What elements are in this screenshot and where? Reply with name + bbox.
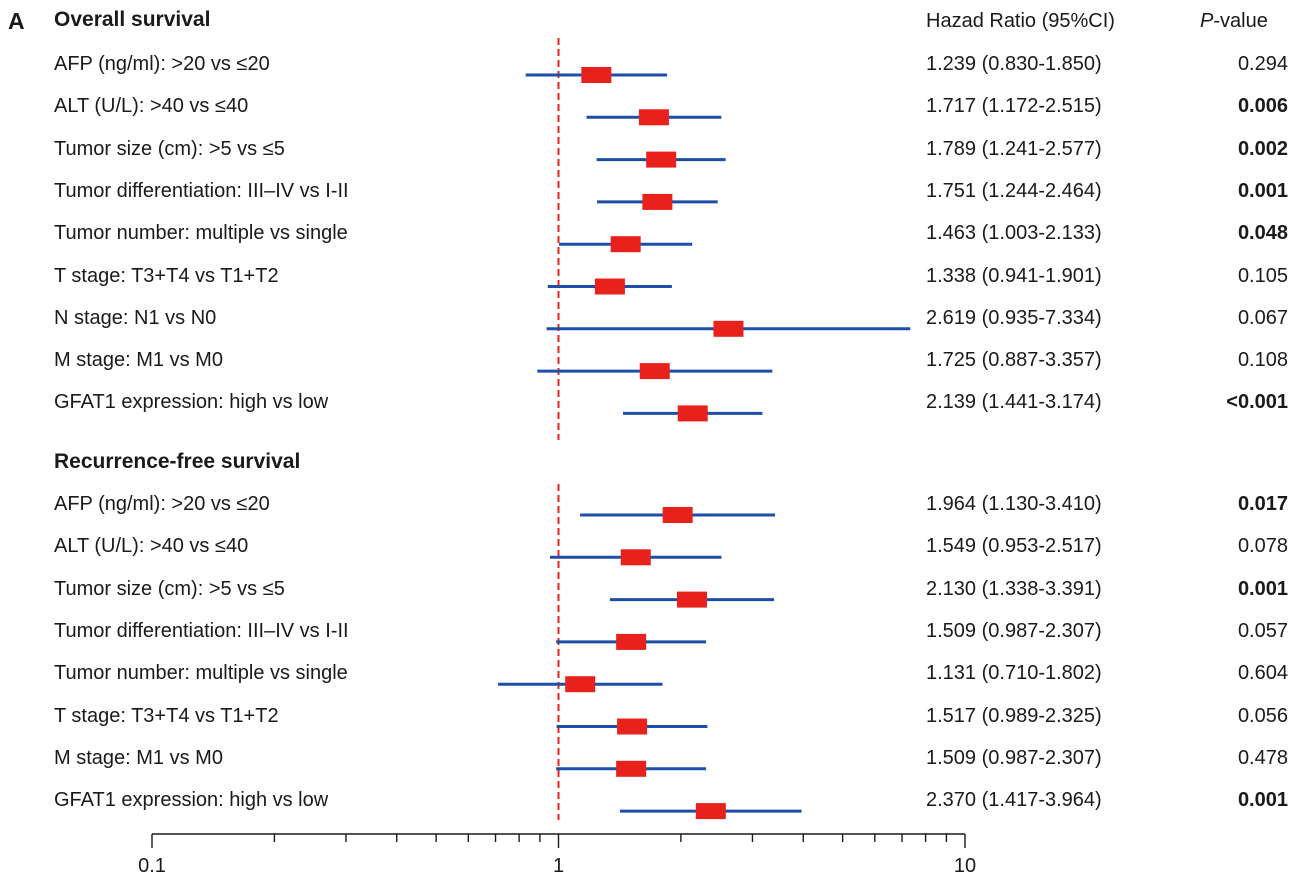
p-value-text: 0.001 — [1237, 577, 1288, 600]
row-label: M stage: M1 vs M0 — [54, 349, 223, 372]
hazard-ratio-text: 1.131 (0.710-1.802) — [926, 662, 1102, 685]
p-value-text: 0.604 — [1237, 662, 1288, 685]
row-label: Tumor size (cm): >5 vs ≤5 — [54, 577, 285, 600]
hazard-ratio-box — [638, 109, 669, 126]
row-label: T stage: T3+T4 vs T1+T2 — [54, 704, 279, 727]
hazard-ratio-text: 2.130 (1.338-3.391) — [926, 577, 1102, 600]
p-value-text: 0.017 — [1237, 493, 1288, 515]
p-value-text: <0.001 — [1226, 391, 1288, 414]
row-label: Tumor size (cm): >5 vs ≤5 — [54, 137, 285, 160]
hazard-ratio-text: 1.509 (0.987-2.307) — [926, 746, 1102, 769]
hazard-ratio-text: 1.789 (1.241-2.577) — [926, 137, 1102, 160]
row-label: AFP (ng/ml): >20 vs ≤20 — [54, 493, 270, 515]
hazard-ratio-box — [620, 549, 651, 566]
hazard-ratio-box — [565, 676, 596, 693]
hazard-ratio-text: 1.239 (0.830-1.850) — [926, 53, 1102, 75]
hazard-ratio-box — [610, 236, 641, 253]
hazard-ratio-text: 1.517 (0.989-2.325) — [926, 704, 1102, 727]
p-value-text: 0.067 — [1237, 306, 1288, 329]
hazard-ratio-box — [676, 591, 707, 608]
hazard-ratio-box — [695, 803, 726, 820]
row-label: AFP (ng/ml): >20 vs ≤20 — [54, 53, 270, 75]
hazard-ratio-text: 1.717 (1.172-2.515) — [926, 95, 1102, 118]
x-tick-label: 10 — [954, 855, 976, 877]
row-label: T stage: T3+T4 vs T1+T2 — [54, 264, 279, 287]
hazard-ratio-text: 1.509 (0.987-2.307) — [926, 619, 1102, 642]
row-label: N stage: N1 vs N0 — [54, 306, 217, 329]
hazard-ratio-box — [642, 193, 673, 210]
hazard-ratio-text: 1.964 (1.130-3.410) — [926, 493, 1102, 515]
hazard-ratio-box — [662, 507, 693, 523]
row-label: Tumor differentiation: III–IV vs I-II — [54, 179, 349, 202]
row-label: GFAT1 expression: high vs low — [54, 789, 329, 812]
p-value-text: 0.057 — [1237, 619, 1288, 642]
row-label: ALT (U/L): >40 vs ≤40 — [54, 535, 249, 558]
hazard-ratio-text: 1.725 (0.887-3.357) — [926, 349, 1102, 372]
p-value-text: 0.078 — [1237, 535, 1288, 558]
hazard-ratio-box — [677, 405, 708, 422]
row-label: Tumor differentiation: III–IV vs I-II — [54, 619, 349, 642]
hazard-ratio-box — [639, 363, 670, 380]
hazard-ratio-box — [594, 278, 625, 295]
hazard-ratio-box — [617, 718, 648, 735]
p-value-header-rest: -value — [1213, 10, 1268, 32]
row-label: M stage: M1 vs M0 — [54, 746, 223, 769]
p-value-text: 0.001 — [1237, 789, 1288, 812]
section-title: Recurrence-free survival — [54, 450, 301, 473]
hazard-ratio-box — [616, 760, 647, 777]
hazard-ratio-text: 1.463 (1.003-2.133) — [926, 222, 1102, 245]
p-value-text: 0.294 — [1237, 53, 1288, 75]
hazard-ratio-text: 2.139 (1.441-3.174) — [926, 391, 1102, 414]
hazard-ratio-box — [581, 67, 612, 83]
p-value-text: 0.002 — [1237, 137, 1288, 160]
p-value-text: 0.006 — [1237, 95, 1288, 118]
p-value-text: 0.105 — [1237, 264, 1288, 287]
hazard-ratio-box — [713, 320, 744, 337]
p-value-text: 0.056 — [1237, 704, 1288, 727]
x-tick-label: 1 — [553, 855, 564, 877]
hazard-ratio-header: Hazad Ratio (95%CI) — [926, 10, 1115, 32]
section-title: Overall survival — [54, 8, 211, 31]
p-value-header: P-value — [1200, 10, 1268, 33]
panel-label: A — [8, 8, 25, 34]
p-value-text: 0.001 — [1237, 179, 1288, 202]
hazard-ratio-text: 2.619 (0.935-7.334) — [926, 306, 1102, 329]
x-tick-label: 0.1 — [138, 855, 166, 877]
row-label: Tumor number: multiple vs single — [54, 662, 348, 685]
row-label: ALT (U/L): >40 vs ≤40 — [54, 95, 249, 118]
hazard-ratio-box — [646, 151, 677, 168]
p-value-text: 0.048 — [1237, 222, 1288, 245]
row-label: Tumor number: multiple vs single — [54, 222, 348, 245]
hazard-ratio-box — [616, 633, 647, 650]
p-value-text: 0.108 — [1237, 349, 1288, 372]
p-value-header-italic: P — [1200, 10, 1214, 32]
p-value-text: 0.478 — [1237, 746, 1288, 769]
hazard-ratio-text: 2.370 (1.417-3.964) — [926, 789, 1102, 812]
hazard-ratio-text: 1.338 (0.941-1.901) — [926, 264, 1102, 287]
row-label: GFAT1 expression: high vs low — [54, 391, 329, 414]
hazard-ratio-text: 1.751 (1.244-2.464) — [926, 179, 1102, 202]
hazard-ratio-text: 1.549 (0.953-2.517) — [926, 535, 1102, 558]
